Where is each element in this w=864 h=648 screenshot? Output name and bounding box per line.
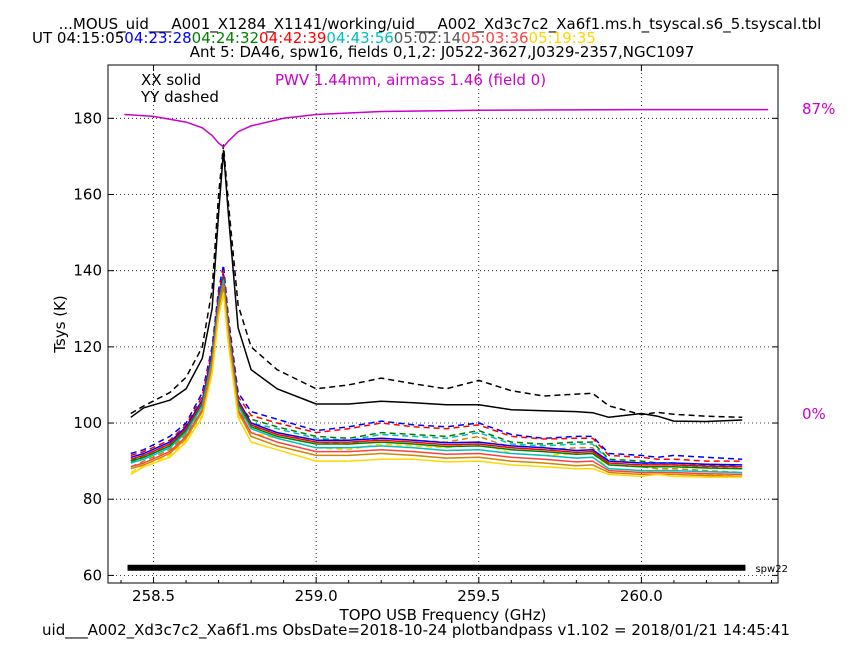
plot-frame [107, 64, 779, 584]
series-line-11 [130, 279, 743, 474]
y-tick-label: 120 [73, 338, 102, 356]
y-tick-label: 60 [83, 566, 102, 584]
footer-text: uid___A002_Xd3c7c2_Xa6f1.ms ObsDate=2018… [42, 621, 790, 640]
legend-yy: YY dashed [140, 88, 219, 106]
ut-time-3: 04:42:39 [259, 29, 326, 47]
pwv-line [124, 108, 769, 148]
ut-time-4: 04:43:56 [326, 29, 393, 47]
ut-times-line: UT 04:15:0504:23:2804:24:3204:42:3904:43… [32, 29, 596, 47]
x-tick-label: 258.5 [132, 587, 175, 605]
y-tick-label: 140 [73, 262, 102, 280]
ut-time-6: 05:03:36 [461, 29, 528, 47]
series-line-4 [130, 277, 743, 468]
chart-subtitle: Ant 5: DA46, spw16, fields 0,1,2: J0522-… [190, 43, 695, 61]
ut-time-5: 05:02:14 [394, 29, 461, 47]
legend-xx: XX solid [141, 71, 201, 89]
y-tick-label: 160 [73, 186, 102, 204]
series-line-10 [130, 277, 743, 470]
ut-time-7: 05:19:35 [529, 29, 596, 47]
x-tick-label: 259.0 [295, 587, 338, 605]
series-line-14 [130, 292, 743, 478]
series-line-8 [130, 273, 743, 466]
series-line-2 [130, 264, 743, 460]
spw-bar: spw22 [127, 564, 788, 575]
y-tick-label: 100 [73, 414, 102, 432]
ut-time-1: 04:23:28 [124, 29, 191, 47]
pwv-right-top: 87% [802, 100, 835, 118]
series-line-13 [130, 285, 743, 478]
spw-bar-label: spw22 [755, 564, 787, 575]
x-tick-label: 260.0 [620, 587, 663, 605]
pwv-right-bottom: 0% [802, 405, 826, 423]
y-tick-label: 80 [83, 490, 102, 508]
pwv-curve [124, 108, 769, 148]
x-axis-label: TOPO USB Frequency (GHz) [339, 606, 547, 624]
series-line-0 [130, 149, 743, 423]
series-line-5 [130, 281, 743, 470]
pwv-text: PWV 1.44mm, airmass 1.46 (field 0) [275, 71, 546, 89]
series-lines [130, 144, 743, 478]
y-axis-label: Tsys (K) [51, 295, 69, 354]
series-line-3 [130, 269, 743, 462]
chart-title: ...MOUS_uid___A001_X1284_X1141/working/u… [59, 15, 822, 34]
x-tick-label: 259.5 [457, 587, 500, 605]
y-tick-label: 180 [73, 109, 102, 127]
axis-ticks: 258.5 259.0 259.5 260.0 60 80 100 120 140 160 180 [73, 65, 778, 605]
ut-time-2: 04:24:32 [192, 29, 259, 47]
ut-label: UT [32, 29, 57, 47]
series-line-1 [130, 144, 743, 419]
ut-time-0: 04:15:05 [57, 29, 124, 47]
